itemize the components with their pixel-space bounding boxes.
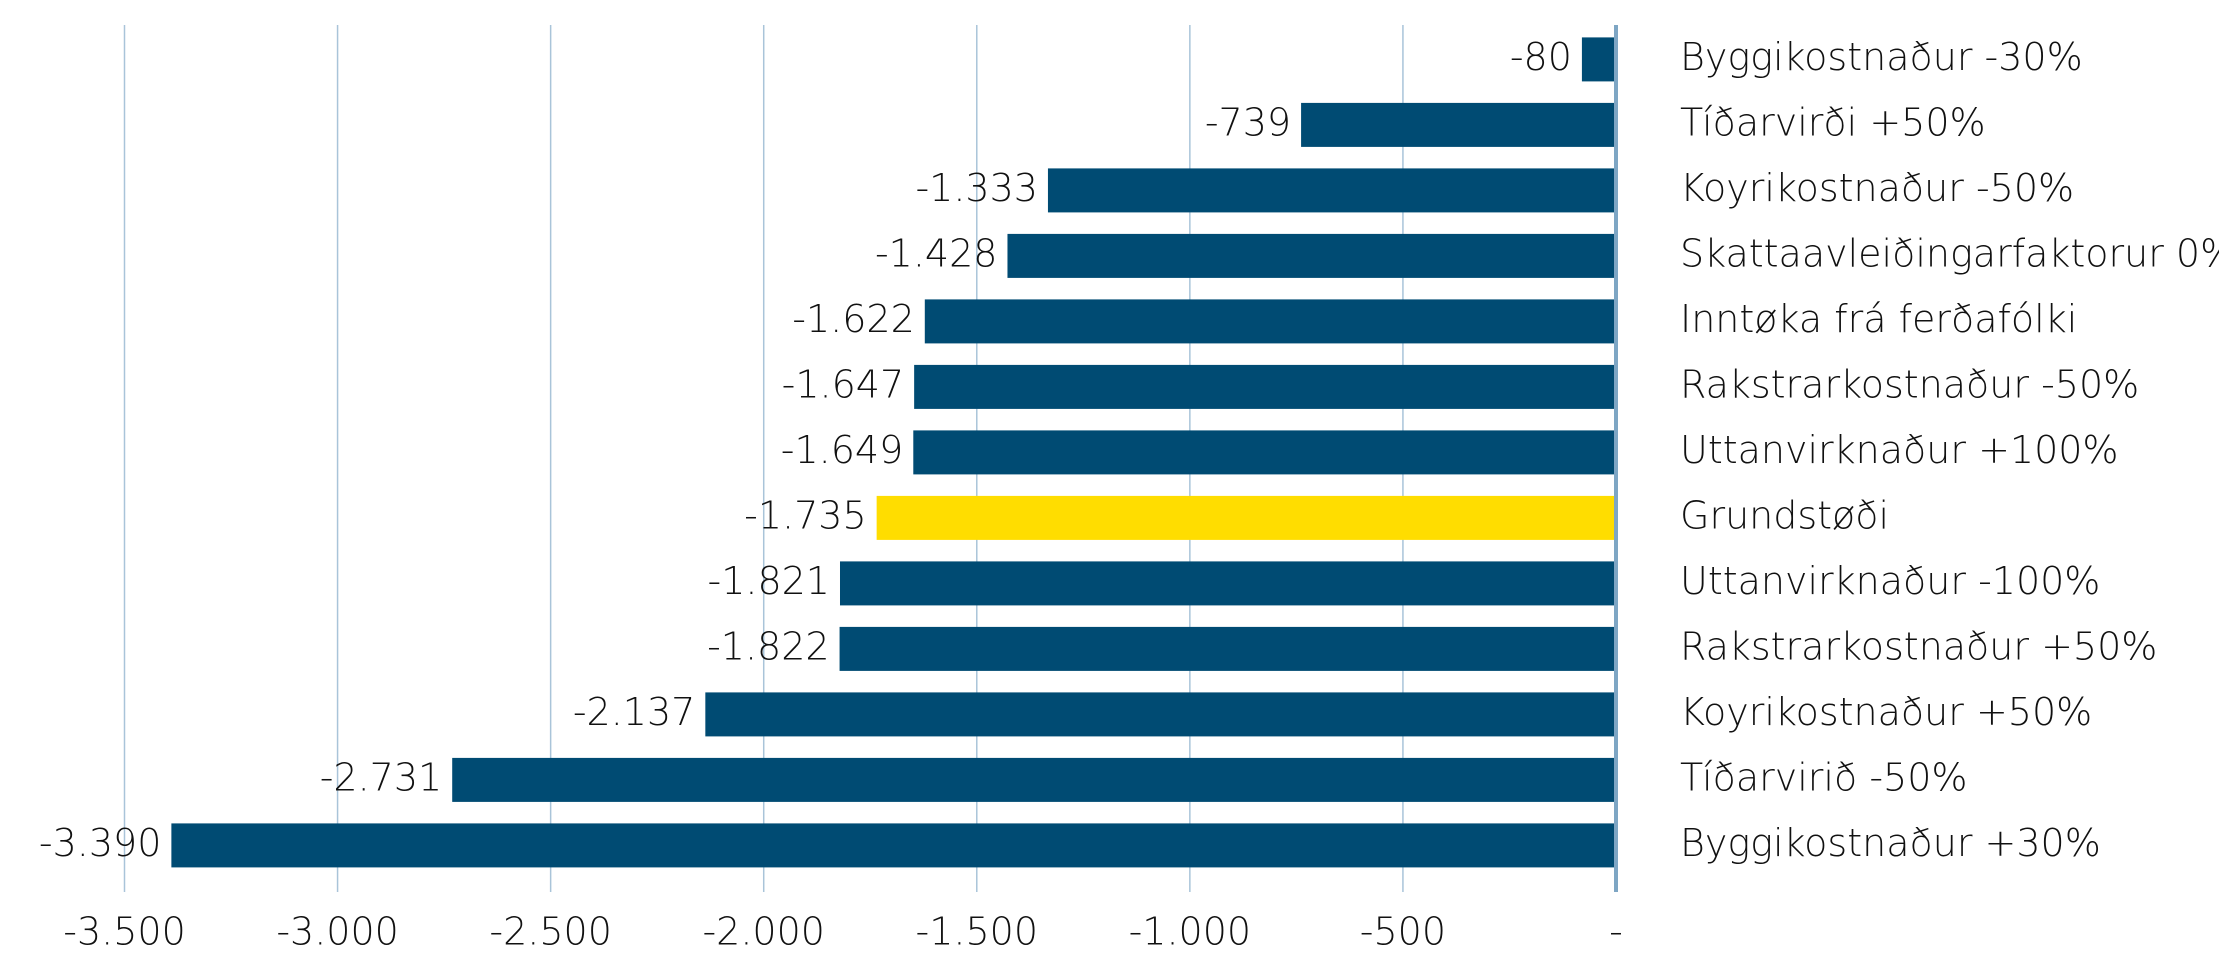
category-label: Inntøka frá ferðafólki <box>1680 297 2077 341</box>
category-label: Tíðarvirið -50% <box>1680 755 1968 799</box>
bar <box>1007 233 1616 278</box>
value-label: -1.333 <box>915 166 1038 210</box>
bar <box>1301 102 1616 147</box>
value-label: -1.622 <box>792 297 915 341</box>
category-label: Rakstrarkostnaður +50% <box>1680 624 2157 668</box>
category-label: Grundstøði <box>1680 493 1889 537</box>
category-label: Koyrikostnaður +50% <box>1680 690 2092 734</box>
value-label: -1.647 <box>782 362 905 406</box>
bar <box>876 495 1616 540</box>
value-label: -1.821 <box>707 559 830 603</box>
value-label: -3.390 <box>39 821 162 865</box>
value-label: -1.822 <box>707 624 830 668</box>
x-tick-label: -500 <box>1360 910 1446 953</box>
category-label: Uttanvirknaður -100% <box>1680 559 2100 603</box>
category-label: Byggikostnaður +30% <box>1680 821 2101 865</box>
category-label: Uttanvirknaður +100% <box>1680 428 2119 472</box>
bar <box>452 757 1616 802</box>
value-label: -2.137 <box>573 690 696 734</box>
bar <box>1581 37 1616 82</box>
bar <box>705 692 1616 737</box>
bar <box>913 430 1616 475</box>
x-tick-label: -2.500 <box>489 910 612 953</box>
x-tick-label: -1.500 <box>916 910 1039 953</box>
x-tick-label: -1.000 <box>1129 910 1252 953</box>
category-label: Rakstrarkostnaður -50% <box>1680 362 2139 406</box>
category-label: Skattaavleiðingarfaktorur 0% <box>1680 231 2219 275</box>
value-label: -739 <box>1205 100 1291 144</box>
x-tick-label: -3.000 <box>276 910 399 953</box>
x-tick-label: -2.000 <box>702 910 825 953</box>
bar <box>914 364 1616 409</box>
value-label: -1.649 <box>781 428 904 472</box>
bar <box>839 626 1616 671</box>
value-label: -1.428 <box>875 231 998 275</box>
bar <box>924 299 1616 344</box>
category-label: Byggikostnaður -30% <box>1680 35 2083 79</box>
value-label: -1.735 <box>744 493 867 537</box>
bar <box>839 561 1616 606</box>
bar <box>171 823 1616 868</box>
value-label: -2.731 <box>320 755 443 799</box>
x-tick-label: - <box>1609 910 1623 953</box>
x-tick-label: -3.500 <box>63 910 186 953</box>
value-label: -80 <box>1510 35 1572 79</box>
category-label: Koyrikostnaður -50% <box>1680 166 2074 210</box>
bar <box>1047 168 1616 213</box>
category-label: Tíðarvirði +50% <box>1680 100 1986 144</box>
